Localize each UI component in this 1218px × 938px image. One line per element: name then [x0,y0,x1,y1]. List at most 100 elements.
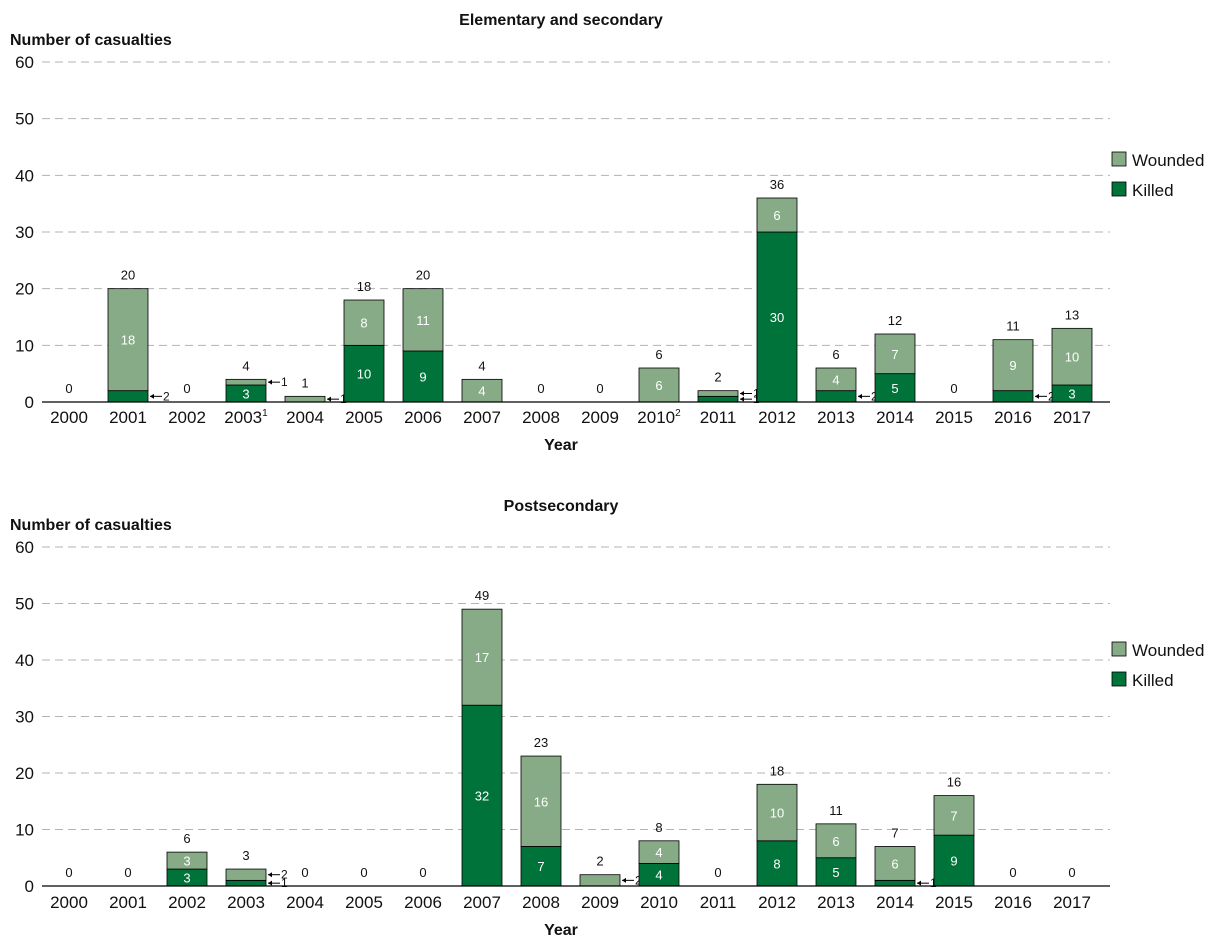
x-tick-label: 2011 [700,408,737,427]
x-tick-label: 2010 [640,893,678,912]
x-tick-label: 2013 [817,893,855,912]
bar-label-killed: 9 [419,370,426,385]
bar-total-label: 23 [534,735,548,750]
callout-arrowhead [268,872,272,878]
chart-title: Postsecondary [504,498,619,515]
y-tick-label: 10 [15,821,34,840]
bar-total-label: 13 [1065,307,1079,322]
y-tick-label: 20 [15,764,34,783]
x-tick-label: 2017 [1053,893,1091,912]
bar-total-label: 11 [1006,319,1020,334]
bar-wounded [402,288,444,352]
bar-killed [992,390,1034,403]
bar-total-label: 0 [183,381,190,396]
bar-label-wounded: 4 [478,384,485,399]
bar-total-label: 0 [124,865,131,880]
callout-arrowhead [150,393,154,399]
bar-killed [756,840,798,887]
x-tick-label: 2003 [227,893,265,912]
bar-killed [874,373,916,403]
bar-label-killed: 2 [163,389,170,403]
bar-label-killed: 8 [773,856,780,871]
bar-label-wounded: 3 [183,854,190,869]
y-tick-label: 60 [15,538,34,557]
bar-label-wounded: 11 [416,313,430,328]
bar-killed [107,390,149,403]
bar-total-label: 0 [1068,865,1075,880]
y-tick-label: 30 [15,223,34,242]
bar-label-wounded: 17 [475,650,489,665]
x-tick-label: 2004 [286,893,324,912]
bar-total-label: 1 [301,375,308,390]
bar-wounded [461,608,503,706]
x-tick-label: 2015 [935,408,973,427]
y-axis-label: Number of casualties [10,517,172,534]
bar-label-killed: 30 [770,310,784,325]
legend-swatch-killed [1111,671,1127,687]
bar-label-wounded: 6 [891,856,898,871]
x-tick-label: 2014 [876,893,914,912]
x-tick-label: 2000 [50,408,88,427]
bar-wounded [166,851,208,870]
bar-label-wounded: 2 [281,868,288,882]
bar-label-killed: 3 [183,871,190,886]
bar-killed [697,395,739,403]
x-axis-label: Year [544,922,578,938]
bar-total-label: 0 [65,865,72,880]
bar-wounded [638,840,680,864]
bar-label-wounded: 6 [773,208,780,223]
legend: Wounded Killed [1111,151,1204,200]
bar-total-label: 2 [596,854,603,869]
x-tick-label: 2014 [876,408,914,427]
bar-wounded [874,846,916,881]
bar-label-wounded: 6 [832,834,839,849]
bar-killed [402,350,444,403]
bar-total-label: 11 [829,803,843,818]
bar-total-label: 18 [357,279,371,294]
bar-label-wounded: 7 [891,347,898,362]
bar-wounded [815,823,857,859]
callout-arrowhead [268,379,272,385]
bar-total-label: 6 [832,347,839,362]
bar-label-wounded: 9 [1009,358,1016,373]
bar-wounded [815,367,857,392]
bar-label-killed: 10 [357,367,371,382]
callout-arrowhead [268,880,272,886]
bar-label-killed: 2 [871,389,878,403]
bar-label-wounded: 4 [655,845,662,860]
bar-total-label: 0 [301,865,308,880]
bar-wounded [697,390,739,397]
x-tick-label: 2011 [700,893,737,912]
bar-label-wounded: 6 [655,378,662,393]
x-tick-label: 2012 [758,893,796,912]
bar-label-wounded: 8 [360,316,367,331]
y-tick-label: 40 [15,166,34,185]
bar-total-label: 4 [478,358,485,373]
bar-total-label: 18 [770,763,784,778]
bar-killed [225,879,267,887]
y-tick-label: 40 [15,651,34,670]
bar-total-label: 2 [714,370,721,385]
y-tick-label: 20 [15,280,34,299]
bar-label-killed: 32 [475,789,489,804]
callout-arrowhead [1035,393,1039,399]
callout-arrowhead [622,877,626,883]
bar-total-label: 16 [947,775,961,790]
bar-total-label: 49 [475,588,489,603]
callout-arrowhead [858,393,862,399]
bar-label-wounded: 4 [832,372,839,387]
x-axis-label: Year [544,437,578,454]
bar-wounded [992,339,1034,392]
bar-total-label: 0 [360,865,367,880]
legend: Wounded Killed [1111,641,1204,690]
bar-label-wounded: 1 [281,375,288,389]
y-tick-label: 50 [15,595,34,614]
bar-label-wounded: 1 [340,392,347,406]
x-tick-label: 20102 [637,408,681,427]
x-tick-label: 2012 [758,408,796,427]
x-tick-label: 2015 [935,893,973,912]
bar-label-killed: 2 [1048,389,1055,403]
x-tick-label: 2016 [994,893,1032,912]
bar-total-label: 6 [183,831,190,846]
